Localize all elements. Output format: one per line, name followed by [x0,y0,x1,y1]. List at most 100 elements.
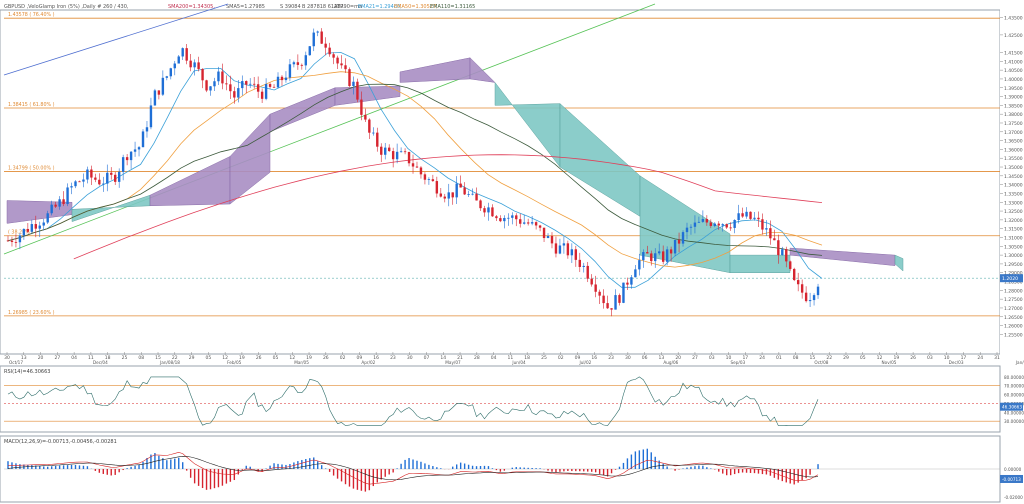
x-tick-label: 10 [944,355,950,361]
y-tick-label: 1.28000 [1004,288,1023,294]
x-tick-label: 12 [289,355,295,361]
candle-body [185,48,188,61]
candle-body [110,172,113,175]
candle-body [677,239,681,244]
candle-body [74,181,77,187]
ema21-line [6,52,823,288]
candle-body [106,172,109,184]
chart-header-ema50: EMA50=1.30527, [394,4,438,10]
x-tick-label: 25 [541,355,547,361]
x-month-label: Oct/17 [9,360,23,365]
x-tick-label: 30 [4,355,10,361]
candle-body [340,63,343,66]
candle-body [344,65,347,70]
fib-level-label: 1.26985 ( 23.60% ) [8,310,55,316]
x-tick-label: 04 [71,355,77,361]
y-tick-label: 1.37500 [1004,121,1023,127]
candle-body [280,76,284,81]
candle-body [252,83,256,85]
candle-body [14,242,18,243]
candle-body [503,217,506,222]
x-tick-label: 11 [508,355,514,361]
x-tick-label: 05 [205,355,211,361]
candle-body [264,84,268,99]
x-tick-label: 30 [407,355,413,361]
candle-body [6,240,10,242]
macd-y-tick-label: -0.02000 [1004,495,1023,500]
candle-body [804,292,808,302]
x-tick-label: 18 [105,355,111,361]
candle-body [90,169,93,178]
candle-body [133,149,137,152]
candle-body [773,238,776,241]
chart-header-s: S 39084 [280,4,301,10]
candle-body [634,269,637,278]
candle-body [391,151,395,160]
x-tick-label: 14 [440,355,446,361]
x-tick-label: 15 [810,355,816,361]
ichimoku-cloud-segment [334,85,401,106]
y-tick-label: 1.30000 [1004,253,1023,259]
y-tick-label: 1.43500 [1004,15,1023,21]
candle-body [491,207,494,217]
candle-body [816,286,820,296]
candle-body [618,295,621,303]
candle-body [721,224,724,226]
candle-body [125,157,129,161]
y-tick-label: 1.29000 [1004,271,1023,277]
y-tick-label: 1.25500 [1004,332,1023,338]
rsi-value-label: 46.30663 [1002,405,1022,410]
y-tick-label: 1.38000 [1004,112,1023,118]
candle-body [102,183,105,185]
macd-value-label: -0.00713 [1002,477,1021,482]
candle-body [209,86,212,91]
candle-body [58,199,61,207]
y-tick-label: 1.42500 [1004,33,1023,39]
candle-body [685,227,689,233]
candle-body [372,132,375,134]
fib-level-label: ( 38.20% ) [8,230,33,236]
candle-body [86,169,89,180]
fib-level-label: 1.34799 ( 50.00% ) [8,165,55,171]
candle-body [82,179,85,182]
candle-body [646,252,649,254]
y-tick-label: 1.36000 [1004,147,1023,153]
x-tick-label: 12 [222,355,228,361]
candle-body [586,265,589,279]
y-tick-label: 1.35500 [1004,156,1023,162]
chart-header-sma5: SMA5=1.27985 [226,4,265,10]
candle-body [522,222,526,224]
candle-body [399,151,403,153]
candle-body [654,253,657,262]
candle-body [606,303,609,309]
x-tick-label: 18 [524,355,530,361]
macd-y-tick-label: 0.00000 [1004,467,1022,472]
candle-body [574,249,578,260]
x-tick-label: 13 [659,355,665,361]
candle-body [427,179,431,180]
candle-body [201,68,204,81]
y-tick-label: 1.26500 [1004,315,1023,321]
x-tick-label: 05 [273,355,279,361]
candle-body [245,81,248,85]
x-tick-label: 10 [726,355,732,361]
candle-body [197,62,200,69]
x-tick-label: 01 [776,355,782,361]
candle-body [312,32,315,47]
candle-body [761,219,764,230]
sma200-line [73,154,823,260]
x-tick-label: 23 [390,355,396,361]
candle-body [526,222,530,224]
candle-body [455,183,458,198]
current-price-box [1000,274,1023,283]
candle-body [114,174,117,182]
candle-body [495,216,498,219]
candle-body [157,90,161,95]
candle-body [769,228,772,239]
candle-body [713,223,716,226]
y-tick-label: 1.41000 [1004,59,1023,65]
candle-body [395,151,399,160]
candle-body [447,192,450,199]
x-month-label: Mar/05 [294,360,309,365]
candle-body [546,235,550,239]
